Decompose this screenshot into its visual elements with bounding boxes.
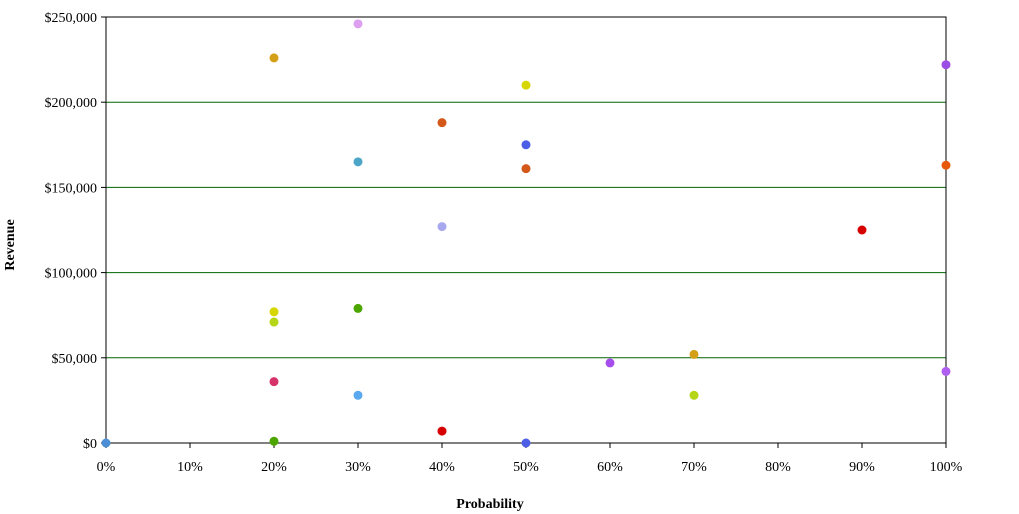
x-tick-label: 100% bbox=[930, 460, 963, 475]
y-tick-label: $0 bbox=[83, 437, 97, 452]
y-tick-label: $50,000 bbox=[52, 352, 98, 367]
y-axis-ticks: $0 $50,000 $100,000 $150,000 $200,000 $250,00… bbox=[45, 11, 106, 452]
y-tick-label: $150,000 bbox=[45, 181, 98, 196]
data-point bbox=[521, 438, 531, 448]
data-point bbox=[269, 53, 279, 63]
data-point bbox=[353, 157, 363, 167]
data-point bbox=[101, 438, 111, 448]
x-axis-ticks: 0% 10% 20% 30% 40% 50% 60% 70% 80% 90% 100% bbox=[97, 443, 963, 475]
data-point bbox=[689, 349, 699, 359]
data-points bbox=[101, 19, 951, 448]
data-point bbox=[941, 366, 951, 376]
data-point bbox=[521, 164, 531, 174]
data-point bbox=[941, 60, 951, 70]
data-point bbox=[353, 19, 363, 29]
data-point bbox=[521, 140, 531, 150]
x-tick-label: 40% bbox=[429, 460, 455, 475]
data-point bbox=[269, 436, 279, 446]
data-point bbox=[437, 222, 447, 232]
x-tick-label: 80% bbox=[765, 460, 791, 475]
data-point bbox=[269, 317, 279, 327]
y-axis-title: Revenue bbox=[3, 219, 18, 270]
data-point bbox=[521, 80, 531, 90]
x-tick-label: 60% bbox=[597, 460, 623, 475]
x-tick-label: 20% bbox=[261, 460, 287, 475]
x-tick-label: 0% bbox=[97, 460, 116, 475]
y-tick-label: $100,000 bbox=[45, 267, 98, 282]
data-point bbox=[437, 118, 447, 128]
x-axis-title: Probability bbox=[456, 497, 523, 512]
data-point bbox=[269, 307, 279, 317]
x-tick-label: 30% bbox=[345, 460, 371, 475]
x-tick-label: 70% bbox=[681, 460, 707, 475]
data-point bbox=[353, 390, 363, 400]
data-point bbox=[857, 225, 867, 235]
data-point bbox=[269, 377, 279, 387]
data-point bbox=[353, 303, 363, 313]
data-point bbox=[941, 160, 951, 170]
y-tick-label: $200,000 bbox=[45, 96, 98, 111]
data-point bbox=[605, 358, 615, 368]
y-tick-label: $250,000 bbox=[45, 11, 98, 26]
data-point bbox=[437, 426, 447, 436]
data-point bbox=[689, 390, 699, 400]
x-tick-label: 10% bbox=[177, 460, 203, 475]
x-tick-label: 90% bbox=[849, 460, 875, 475]
gridlines bbox=[106, 101, 946, 359]
x-tick-label: 50% bbox=[513, 460, 539, 475]
